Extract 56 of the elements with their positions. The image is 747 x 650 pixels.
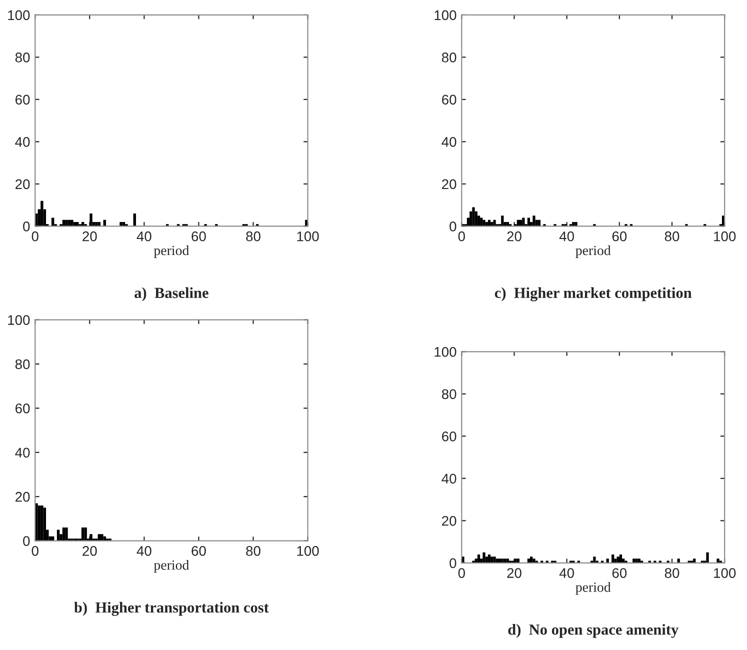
x-tick-label: 60 xyxy=(192,546,206,556)
text: b) Higher transportation cost xyxy=(74,602,269,616)
y-tick-label: 80 xyxy=(442,389,456,400)
x-axis-title: period xyxy=(576,582,611,595)
y-tick-label: 20 xyxy=(442,179,456,190)
y-tick-label: 100 xyxy=(434,10,456,20)
x-tick-label: 100 xyxy=(714,568,736,578)
y-tick-label: 100 xyxy=(8,315,30,325)
x-tick-label: 60 xyxy=(612,231,627,242)
y-tick-label: 0 xyxy=(23,222,30,232)
x-tick-label: 100 xyxy=(297,546,319,556)
x-tick-label: 60 xyxy=(192,231,206,242)
x-axis-title: period xyxy=(576,245,611,258)
text: d) No open space amenity xyxy=(508,624,678,638)
x-tick-label: 20 xyxy=(82,546,97,556)
x-tick-label: 20 xyxy=(507,568,522,578)
y-tick-label: 60 xyxy=(16,404,30,414)
text: c) Higher market competition xyxy=(494,287,692,302)
y-tick-label: 80 xyxy=(15,52,30,62)
y-tick-label: 20 xyxy=(16,179,30,190)
y-tick-label: 20 xyxy=(442,516,456,526)
x-tick-label: 40 xyxy=(559,231,574,242)
y-tick-label: 100 xyxy=(434,346,456,357)
x-tick-label: 20 xyxy=(82,231,97,242)
y-tick-label: 0 xyxy=(450,558,456,568)
y-tick-label: 40 xyxy=(15,448,30,458)
y-tick-label: 20 xyxy=(16,492,30,502)
x-tick-label: 0 xyxy=(32,231,38,242)
x-tick-label: 0 xyxy=(458,568,465,578)
x-tick-label: 80 xyxy=(246,231,260,242)
y-tick-label: 60 xyxy=(442,94,456,105)
x-tick-label: 80 xyxy=(246,546,260,556)
y-tick-label: 80 xyxy=(15,359,30,370)
x-tick-label: 100 xyxy=(297,231,319,242)
x-tick-label: 60 xyxy=(612,568,627,578)
y-tick-label: 0 xyxy=(450,222,456,232)
y-tick-label: 40 xyxy=(442,137,456,147)
x-tick-label: 40 xyxy=(136,546,152,556)
x-tick-label: 80 xyxy=(664,231,680,242)
x-tick-label: 0 xyxy=(32,546,38,556)
x-axis-title: period xyxy=(154,245,190,258)
y-tick-label: 0 xyxy=(23,536,30,546)
x-axis-title: period xyxy=(154,560,190,573)
y-tick-label: 40 xyxy=(442,474,456,484)
y-tick-label: 60 xyxy=(16,94,30,105)
x-tick-label: 40 xyxy=(559,568,574,578)
x-tick-label: 0 xyxy=(458,231,465,242)
x-tick-label: 20 xyxy=(507,231,522,242)
y-tick-label: 80 xyxy=(442,52,456,62)
x-tick-label: 40 xyxy=(136,231,152,242)
text: a) Baseline xyxy=(134,287,208,302)
y-tick-label: 60 xyxy=(442,431,456,442)
y-tick-label: 40 xyxy=(15,137,30,147)
y-tick-label: 100 xyxy=(8,10,30,20)
x-tick-label: 100 xyxy=(714,231,736,242)
x-tick-label: 80 xyxy=(664,568,680,578)
